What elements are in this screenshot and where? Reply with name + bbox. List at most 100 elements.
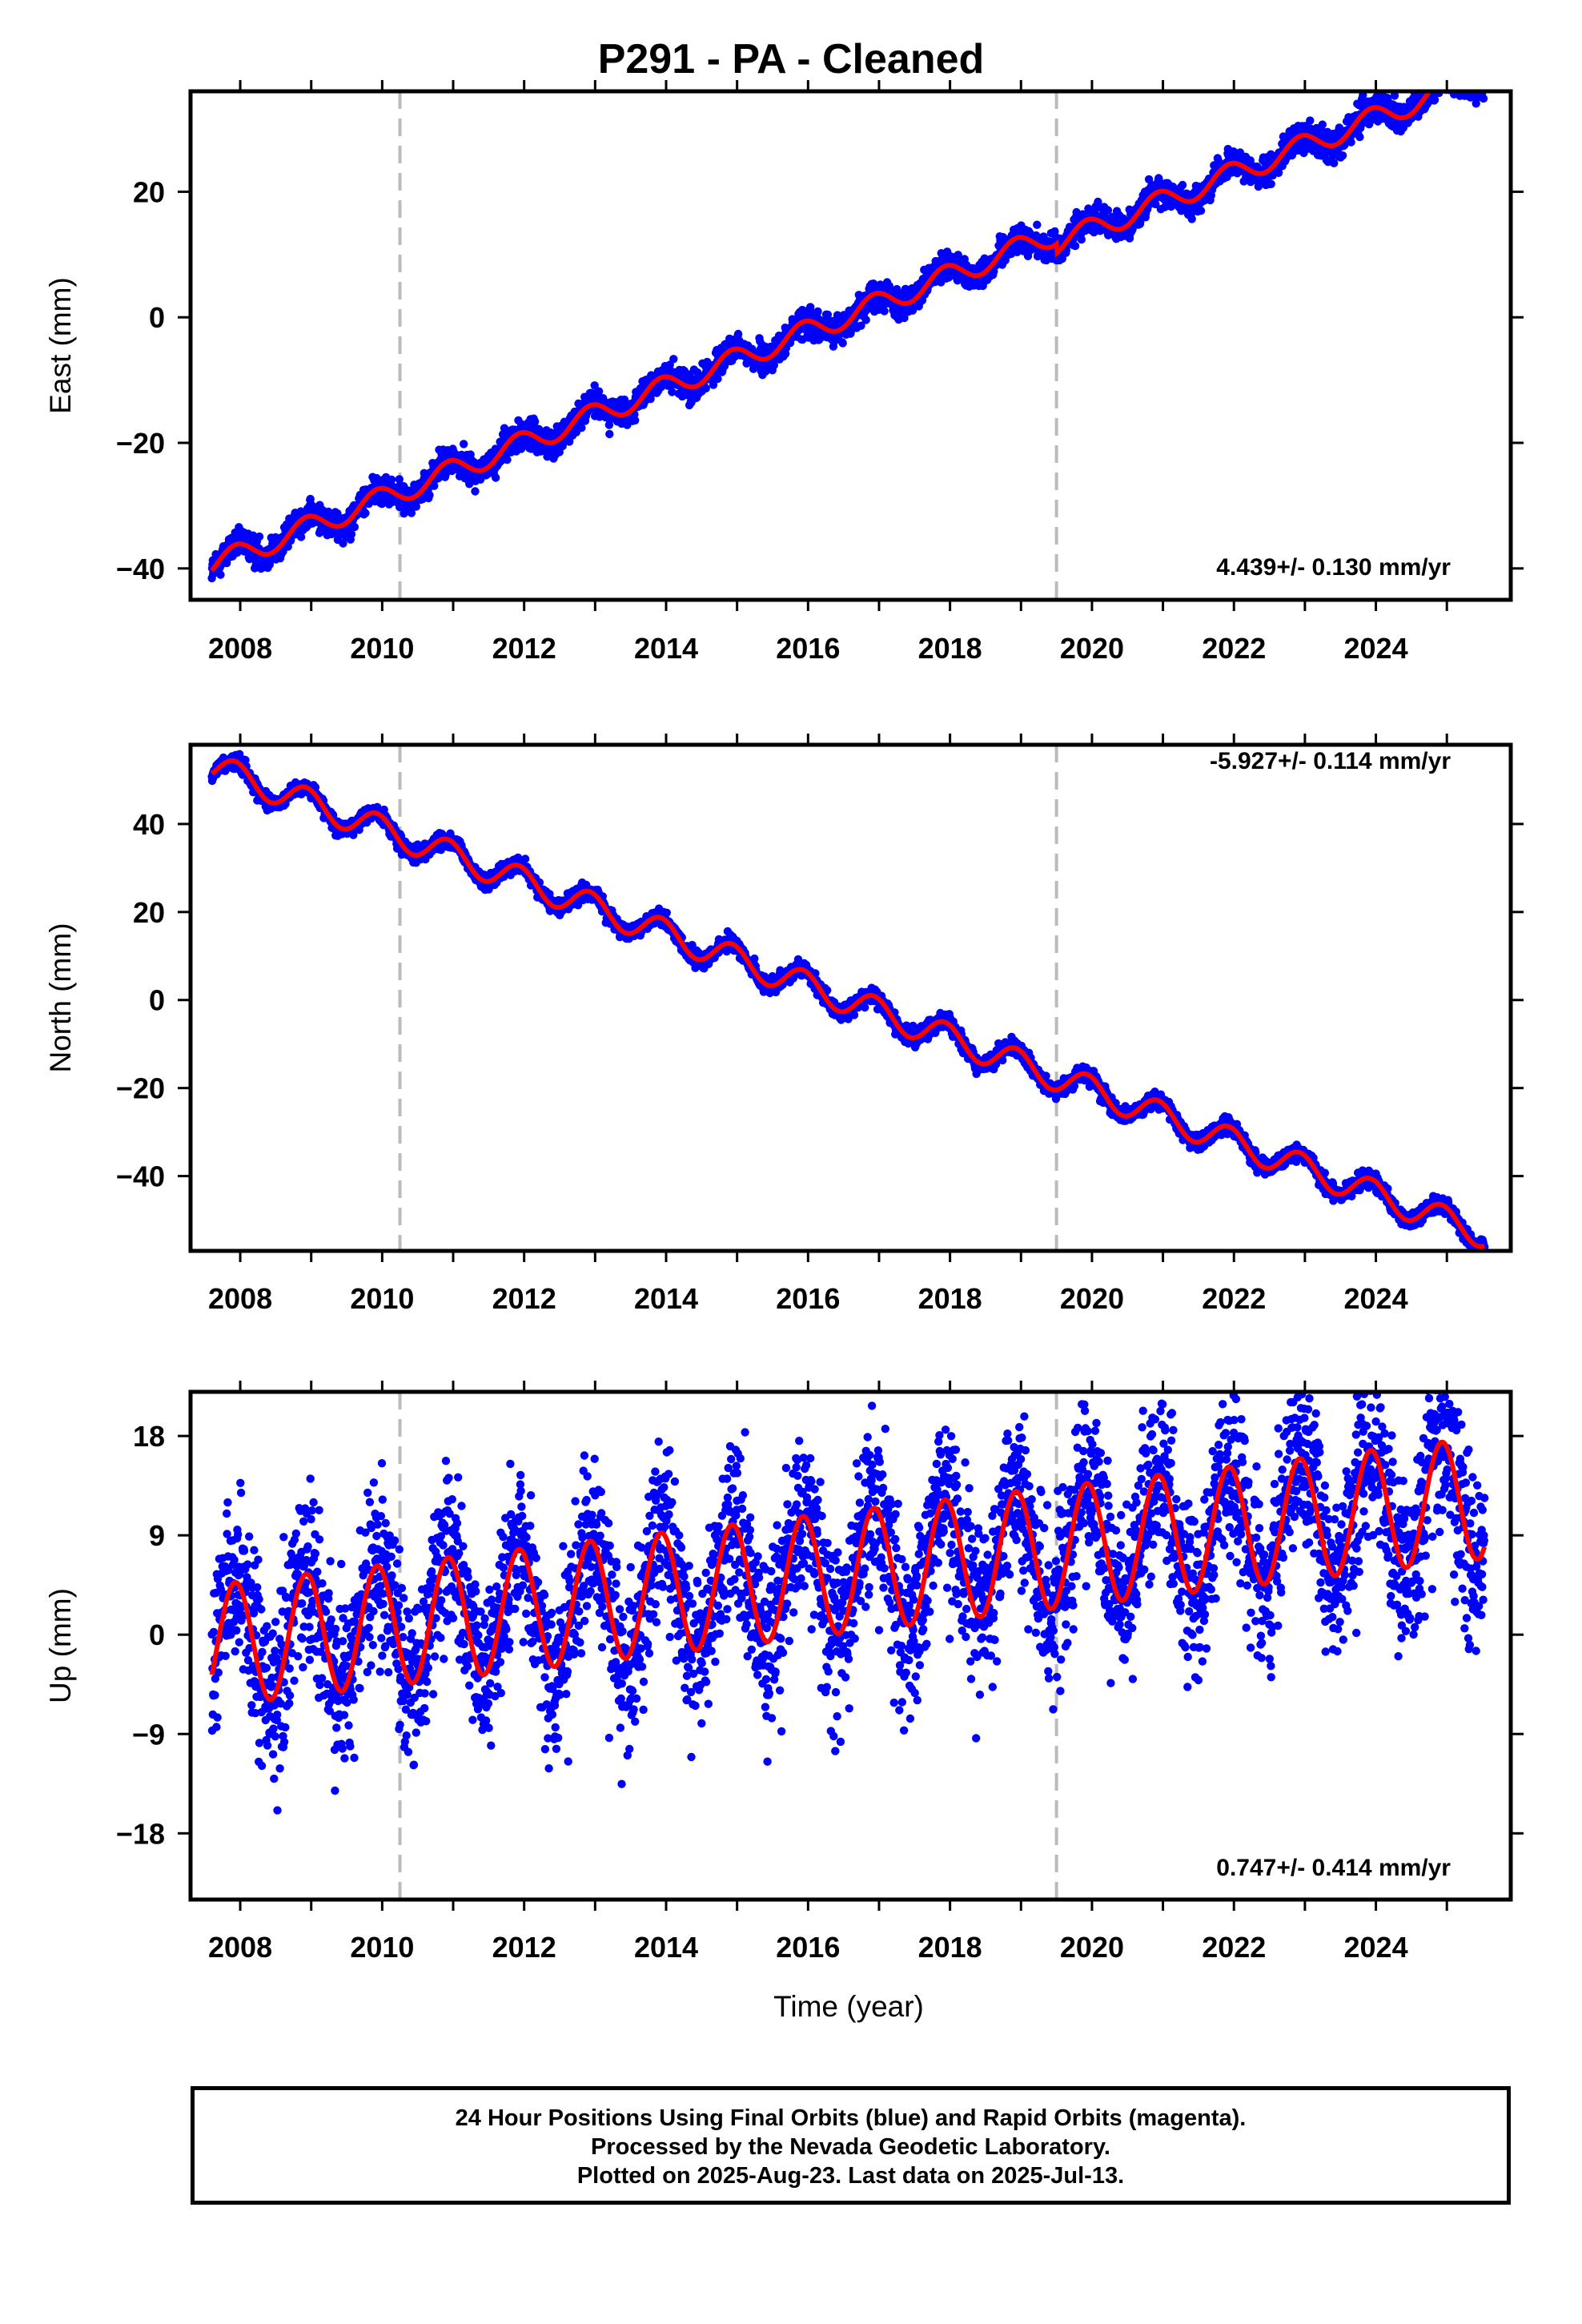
data-point	[430, 481, 439, 490]
data-point	[1447, 72, 1455, 80]
data-point	[1306, 116, 1315, 125]
data-point	[1464, 78, 1472, 86]
data-point	[1431, 78, 1439, 86]
data-point	[1449, 82, 1457, 90]
data-point	[1438, 76, 1446, 84]
data-point	[1428, 74, 1436, 82]
rate-label: 4.439+/- 0.130 mm/yr	[1216, 554, 1451, 581]
data-point	[1452, 78, 1460, 86]
data-point	[1439, 75, 1447, 83]
data-point	[1445, 62, 1453, 70]
data-point	[1432, 71, 1440, 79]
data-point	[1434, 82, 1442, 90]
data-point	[1480, 80, 1488, 88]
data-point	[1160, 203, 1170, 211]
data-point	[361, 509, 370, 517]
data-point	[1464, 79, 1472, 87]
data-point	[1479, 82, 1487, 90]
data-point	[1460, 74, 1468, 82]
data-point	[1420, 82, 1428, 90]
data-point	[1465, 81, 1473, 89]
data-point	[1478, 78, 1486, 86]
data-point	[1457, 74, 1465, 82]
data-point	[1455, 77, 1463, 85]
data-point	[1448, 68, 1456, 76]
east-panel: 2008 2010 2012 2014 2016 2018 2020 2022 2024200−…	[44, 58, 1524, 665]
data-point	[1151, 199, 1160, 209]
data-point	[339, 539, 347, 548]
data-point	[733, 329, 743, 339]
data-point	[1347, 138, 1355, 147]
data-point	[1479, 94, 1488, 103]
data-point	[1441, 76, 1449, 84]
data-point	[1451, 66, 1459, 74]
y-tick-label: 0	[149, 301, 165, 334]
data-point	[1338, 151, 1347, 160]
data-point	[1436, 70, 1444, 78]
data-point	[216, 570, 225, 579]
x-tick-label: 2022	[1202, 632, 1266, 665]
x-tick-label: 2020	[1060, 632, 1124, 665]
data-point	[1462, 81, 1470, 89]
x-tick-label: 2014	[634, 632, 698, 665]
data-point	[530, 417, 540, 426]
data-point	[1455, 80, 1463, 88]
data-point	[1435, 66, 1443, 74]
data-point	[1473, 79, 1481, 87]
data-point	[1461, 75, 1469, 83]
data-point	[1077, 235, 1086, 244]
data-point	[1457, 80, 1465, 88]
data-point	[500, 424, 509, 432]
data-point	[1442, 70, 1450, 78]
data-point	[1445, 72, 1453, 80]
plot-frame	[188, 89, 1513, 602]
data-point	[631, 416, 640, 425]
data-point	[713, 374, 722, 384]
data-point	[1458, 81, 1466, 89]
data-point	[1427, 79, 1435, 87]
data-point	[838, 339, 847, 348]
data-point	[669, 355, 678, 364]
y-tick-label: −20	[116, 427, 165, 460]
data-point	[1473, 78, 1481, 86]
data-point	[1430, 78, 1438, 86]
data-point	[1187, 215, 1196, 223]
data-point	[296, 533, 306, 541]
data-point	[1441, 74, 1449, 82]
data-point	[1461, 69, 1469, 77]
data-point	[1447, 79, 1455, 87]
page-title: P291 - PA - Cleaned	[597, 36, 985, 82]
data-point	[1196, 206, 1206, 215]
data-point	[1468, 74, 1476, 82]
data-point	[1456, 81, 1464, 89]
x-tick-label: 2018	[918, 632, 982, 665]
data-point	[1469, 78, 1477, 86]
data-point	[1479, 74, 1487, 82]
data-point	[1443, 58, 1452, 66]
north-panel: 2008 2010 2012 2014 2016 2018 2020 2022 20244020…	[44, 734, 1524, 1315]
data-point	[1267, 179, 1275, 188]
data-point	[1479, 71, 1487, 79]
y-axis-label: East (mm)	[44, 277, 77, 414]
data-point	[255, 532, 264, 541]
data-point	[604, 420, 614, 429]
data-point	[1429, 75, 1437, 83]
y-tick-label: 20	[133, 175, 165, 208]
data-point	[869, 279, 878, 288]
data-point	[425, 491, 434, 500]
x-tick-label: 2012	[492, 632, 556, 665]
data-point	[387, 475, 396, 485]
data-point	[1355, 132, 1364, 142]
data-point	[1463, 79, 1471, 87]
data-point	[1437, 73, 1445, 81]
data-point	[1461, 80, 1469, 88]
data-point	[1438, 70, 1446, 78]
data-point	[492, 473, 500, 482]
data-point	[900, 313, 909, 323]
data-point	[1178, 180, 1187, 190]
data-point	[1448, 80, 1456, 88]
data-point	[1456, 81, 1464, 89]
data-point	[1462, 81, 1470, 89]
data-point	[1454, 78, 1462, 86]
